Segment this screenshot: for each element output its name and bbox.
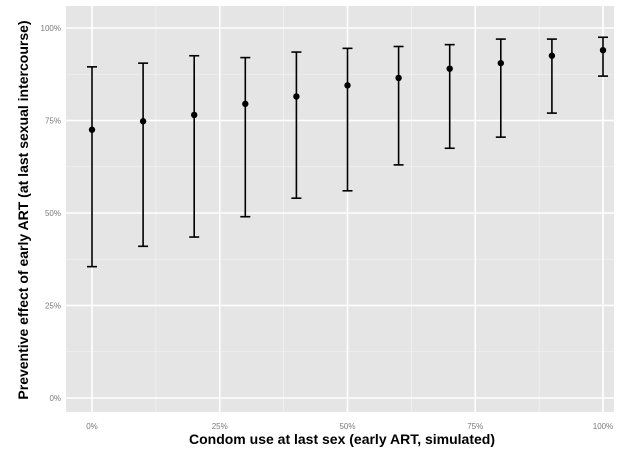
x-tick-label: 50%: [339, 422, 355, 431]
error-bar-group: [291, 51, 302, 199]
data-marks: [87, 36, 608, 268]
data-point: [293, 93, 300, 100]
error-bar-group: [393, 45, 404, 166]
x-tick-label: 100%: [593, 422, 613, 431]
error-bar-group: [444, 43, 455, 150]
y-tick-label: 25%: [45, 302, 61, 311]
y-axis-title: Preventive effect of early ART (at last …: [15, 20, 31, 399]
x-axis-title: Condom use at last sex (early ART, simul…: [189, 431, 495, 447]
error-bar-group: [598, 36, 608, 77]
y-tick-label: 0%: [49, 394, 61, 403]
plot-panel: [66, 6, 614, 412]
x-tick-label: 25%: [212, 422, 228, 431]
y-tick-label: 50%: [45, 209, 61, 218]
grid-minor: [66, 6, 614, 412]
x-tick-label: 0%: [86, 422, 98, 431]
error-bar-group: [189, 54, 200, 238]
data-point: [395, 74, 402, 82]
data-point: [497, 59, 504, 67]
data-point: [242, 100, 249, 108]
error-bar-group: [87, 66, 97, 268]
x-tick-label: 75%: [467, 422, 483, 431]
error-bar-group: [342, 47, 353, 192]
error-bar-group: [546, 38, 557, 114]
data-point: [191, 111, 198, 119]
data-point: [446, 65, 453, 72]
data-point: [344, 82, 351, 89]
data-point: [599, 47, 607, 54]
error-bar-group: [240, 56, 251, 218]
y-tick-label: 75%: [45, 117, 61, 126]
y-tick-label: 100%: [41, 24, 61, 33]
data-point: [548, 52, 556, 59]
error-bar-group: [495, 38, 506, 138]
data-point: [88, 126, 96, 133]
data-point: [139, 118, 147, 125]
x-axis-ticks: 0% 25% 50% 75% 100%: [86, 422, 613, 431]
error-bar-group: [138, 62, 149, 248]
y-axis-ticks: 0% 25% 50% 75% 100%: [41, 24, 61, 403]
